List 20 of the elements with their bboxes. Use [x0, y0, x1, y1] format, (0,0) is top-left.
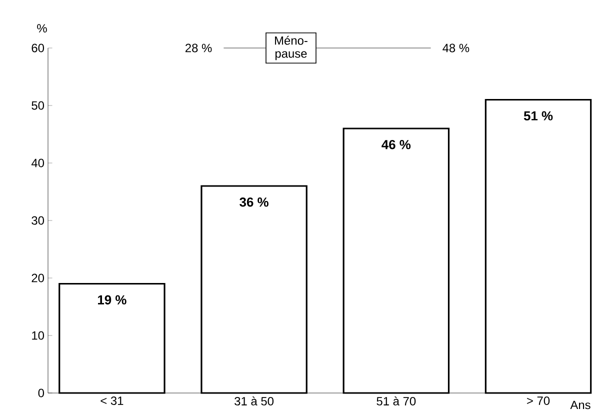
- data-label: 19 %: [98, 295, 126, 304]
- annotation: 28 %: [186, 44, 212, 52]
- x-axis-title: Ans: [570, 400, 590, 410]
- data-label: 36 %: [240, 198, 268, 207]
- y-tick-label: 20: [32, 274, 44, 282]
- y-tick-label: 40: [31, 158, 44, 168]
- y-tick-label: 30: [32, 216, 44, 225]
- y-axis-title: %: [37, 24, 47, 32]
- annotation: Méno-pause: [275, 36, 308, 60]
- data-label: 46 %: [382, 140, 411, 150]
- x-tick-label: < 31: [100, 396, 124, 405]
- x-tick-label: 31 à 50: [234, 396, 274, 406]
- data-label: 51 %: [524, 111, 553, 120]
- y-tick-label: 0: [38, 388, 44, 398]
- y-tick-label: 60: [32, 44, 44, 52]
- x-tick-label: 51 à 70: [376, 396, 416, 406]
- y-tick-label: 50: [32, 101, 44, 110]
- y-tick-label: 10: [32, 331, 44, 340]
- x-tick-label: > 70: [527, 396, 550, 405]
- annotation: 48 %: [442, 44, 470, 52]
